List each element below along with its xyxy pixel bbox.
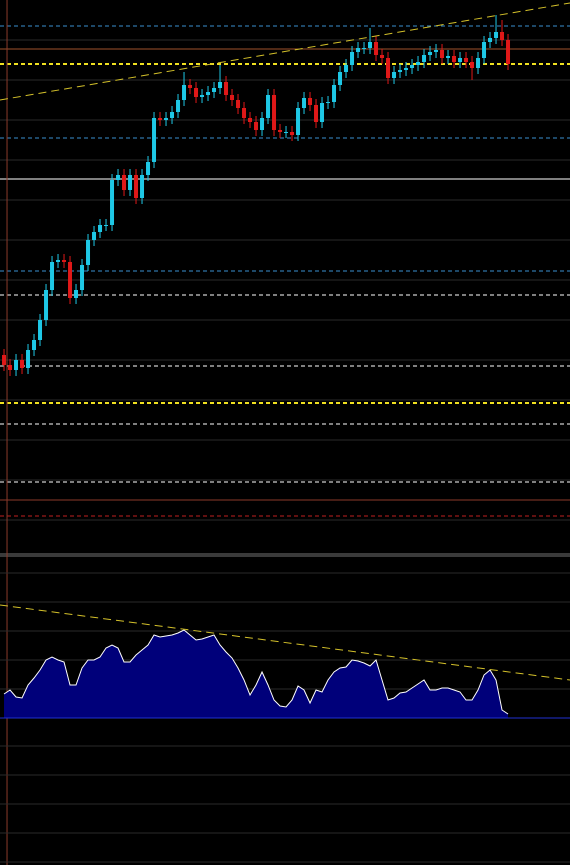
candle-body <box>326 102 331 103</box>
candle-body <box>224 82 229 95</box>
candle-body <box>218 82 223 88</box>
candle-body <box>188 85 193 88</box>
candle-body <box>374 42 379 55</box>
candle-body <box>350 52 355 65</box>
candle-body <box>464 58 469 62</box>
candle-body <box>122 175 127 190</box>
candle-body <box>194 88 199 97</box>
indicator-line <box>3 629 509 715</box>
candle-body <box>170 112 175 118</box>
candle-body <box>206 92 211 95</box>
indicator-area <box>4 630 509 718</box>
candle-body <box>266 95 271 118</box>
candle-body <box>380 55 385 58</box>
candle-body <box>32 340 37 350</box>
panel-separator <box>0 553 570 557</box>
candle-body <box>98 225 103 232</box>
candle-body <box>308 98 313 105</box>
candle-body <box>368 42 373 48</box>
candle-body <box>494 32 499 38</box>
candle-body <box>74 290 79 298</box>
candle-body <box>482 42 487 58</box>
candle-body <box>182 85 187 100</box>
candle-body <box>104 225 109 226</box>
candle-body <box>488 38 493 42</box>
candle-body <box>110 180 115 225</box>
candle-body <box>290 132 295 135</box>
candle-body <box>200 95 205 97</box>
candle-body <box>62 260 67 262</box>
candle-body <box>446 56 451 58</box>
candle-body <box>242 108 247 118</box>
candle-body <box>434 50 439 52</box>
candle-body <box>344 65 349 72</box>
candle-body <box>56 260 61 262</box>
candle-body <box>92 232 97 240</box>
candle-body <box>146 162 151 175</box>
trendline <box>0 604 570 681</box>
candle-body <box>50 262 55 290</box>
candle-body <box>68 262 73 298</box>
candle-body <box>212 88 217 92</box>
candle-body <box>8 365 13 370</box>
candle-body <box>140 175 145 198</box>
candle-body <box>164 118 169 120</box>
candle-body <box>26 350 31 368</box>
candle-body <box>506 40 511 64</box>
candle-body <box>248 118 253 122</box>
candle-body <box>440 50 445 58</box>
candle-body <box>314 105 319 122</box>
candle-body <box>128 175 133 190</box>
candle-body <box>80 265 85 290</box>
trendline <box>0 2 570 101</box>
candle-body <box>158 118 163 120</box>
candle-body <box>296 108 301 135</box>
candle-body <box>230 95 235 100</box>
candle-body <box>362 48 367 49</box>
candle-body <box>260 118 265 130</box>
candle-body <box>44 290 49 320</box>
candle-body <box>332 85 337 102</box>
candle-body <box>116 175 121 180</box>
candle-body <box>254 122 259 130</box>
candle-body <box>338 72 343 85</box>
candle-body <box>416 62 421 65</box>
candle-body <box>38 320 43 340</box>
candle-body <box>272 95 277 130</box>
candle-body <box>470 62 475 68</box>
candle-body <box>134 175 139 198</box>
candle-body <box>320 103 325 122</box>
candle-body <box>398 70 403 72</box>
candle-body <box>2 355 7 365</box>
candle-body <box>458 58 463 62</box>
candle-body <box>284 132 289 133</box>
candle-body <box>236 100 241 108</box>
candle-body <box>410 65 415 68</box>
candle-body <box>20 360 25 368</box>
candle-body <box>386 58 391 78</box>
candle-body <box>152 118 157 162</box>
candle-body <box>176 100 181 112</box>
candle-body <box>356 48 361 52</box>
candle-body <box>500 32 505 40</box>
candle-body <box>86 240 91 265</box>
candle-body <box>392 72 397 78</box>
candle-body <box>14 360 19 370</box>
candle-body <box>422 55 427 62</box>
candle-body <box>428 52 433 55</box>
candle-body <box>278 130 283 132</box>
candle-body <box>404 68 409 70</box>
candle-body <box>302 98 307 108</box>
candle-body <box>452 56 457 62</box>
candle-body <box>476 58 481 68</box>
